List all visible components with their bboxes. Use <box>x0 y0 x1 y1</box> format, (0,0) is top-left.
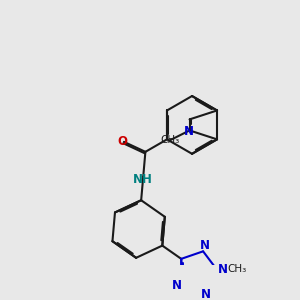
Text: N: N <box>218 263 228 276</box>
Text: N: N <box>172 279 182 292</box>
Text: N: N <box>201 288 211 300</box>
Text: N: N <box>200 239 210 252</box>
Text: N: N <box>183 124 194 137</box>
Text: CH₃: CH₃ <box>160 135 179 146</box>
Text: NH: NH <box>133 173 153 186</box>
Text: CH₃: CH₃ <box>227 264 246 274</box>
Text: O: O <box>118 135 128 148</box>
